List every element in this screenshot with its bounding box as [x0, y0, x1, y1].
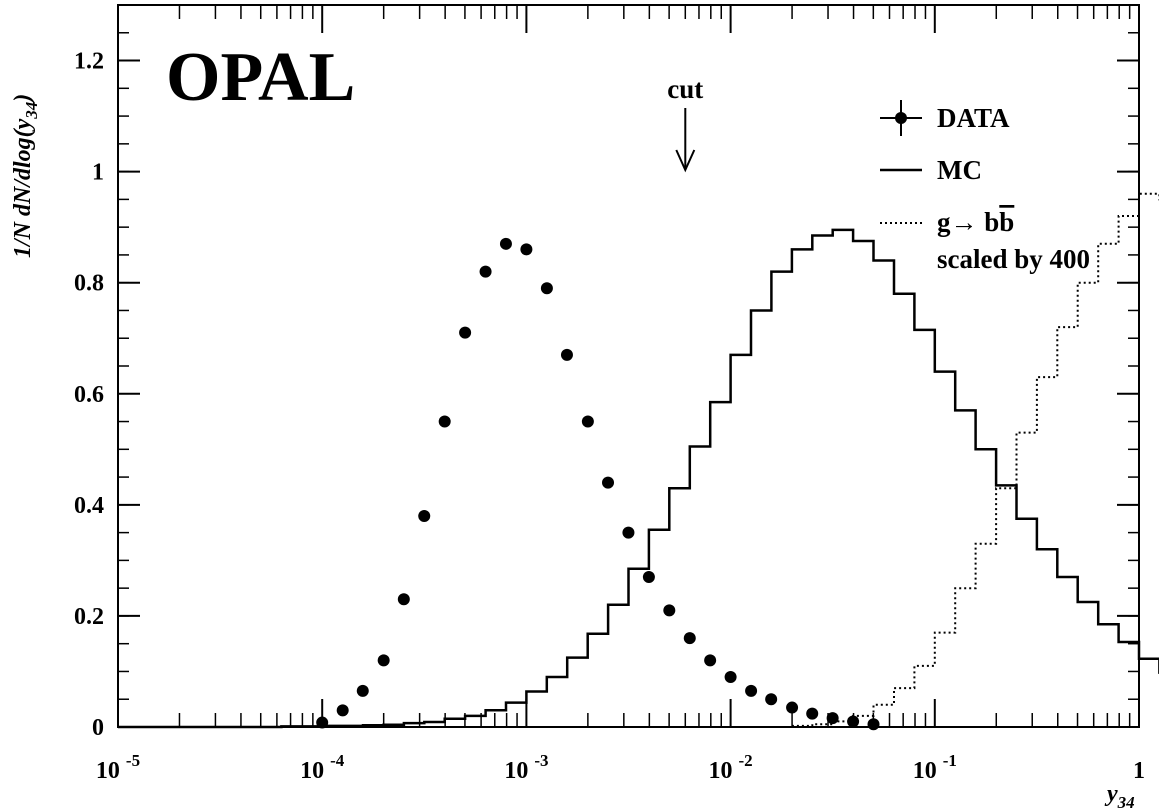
y-axis-label: 1/N dN/dlog(y34) — [10, 94, 41, 258]
data-point — [724, 671, 737, 684]
data-point — [459, 326, 472, 339]
data-point — [316, 716, 329, 729]
cut-arrow-head — [675, 149, 696, 173]
data-point — [786, 701, 799, 714]
x-tick-label: 10 -4 — [300, 751, 345, 784]
data-point — [397, 593, 410, 606]
legend-signal-label: g→ bb — [937, 207, 1014, 237]
data-point — [642, 571, 655, 584]
data-point — [356, 684, 369, 697]
data-point — [520, 243, 533, 256]
data-point — [602, 476, 615, 489]
legend-signal-bbar: b — [999, 207, 1014, 237]
data-point — [622, 526, 635, 539]
data-point — [418, 509, 431, 522]
data-point — [438, 415, 451, 428]
data-point — [683, 632, 696, 645]
cut-label: cut — [667, 74, 703, 104]
data-point — [806, 707, 819, 720]
y-tick-label: 0.6 — [74, 382, 104, 408]
legend: DATA MC g→ bb scaled by 400 — [880, 100, 1090, 274]
x-axis-label: y34 — [1104, 781, 1135, 810]
data-point — [581, 415, 594, 428]
data-point — [847, 715, 860, 728]
data-point — [540, 282, 553, 295]
y-tick-label: 0.2 — [74, 604, 104, 630]
x-tick-label: 10 -2 — [709, 751, 753, 784]
y-axis-ticks: 0 0.2 0.4 0.6 0.8 1 1.2 — [74, 4, 1139, 741]
data-point — [663, 604, 676, 617]
x-tick-label: 10 -5 — [96, 751, 140, 784]
x-tick-label: 10 -3 — [504, 751, 548, 784]
data-point — [867, 718, 880, 731]
y-tick-label: 0.8 — [74, 271, 104, 297]
cut-annotation: cut — [667, 74, 703, 173]
data-point — [560, 348, 573, 361]
data-point — [745, 684, 758, 697]
y-tick-label: 0.4 — [74, 493, 104, 519]
series-layer — [118, 192, 1159, 731]
y-tick-label: 1 — [92, 160, 104, 186]
data-point — [499, 237, 512, 250]
data-point — [377, 654, 390, 667]
legend-data-label: DATA — [937, 103, 1010, 133]
legend-data-marker — [880, 100, 922, 136]
data-point — [704, 654, 717, 667]
data-point — [336, 704, 349, 717]
series-mc-histogram — [118, 228, 1159, 729]
legend-signal-label-2: scaled by 400 — [937, 244, 1090, 274]
experiment-label: OPAL — [166, 39, 355, 116]
series-signal-histogram — [118, 192, 1159, 728]
data-point — [826, 712, 839, 725]
y-tick-label: 0 — [92, 715, 104, 741]
x-tick-label: 10 -1 — [913, 751, 957, 784]
data-point — [479, 265, 492, 278]
data-point — [765, 693, 778, 706]
y-tick-label: 1.2 — [74, 49, 104, 75]
legend-mc-label: MC — [937, 155, 982, 185]
x-tick-label: 1 — [1133, 758, 1145, 784]
